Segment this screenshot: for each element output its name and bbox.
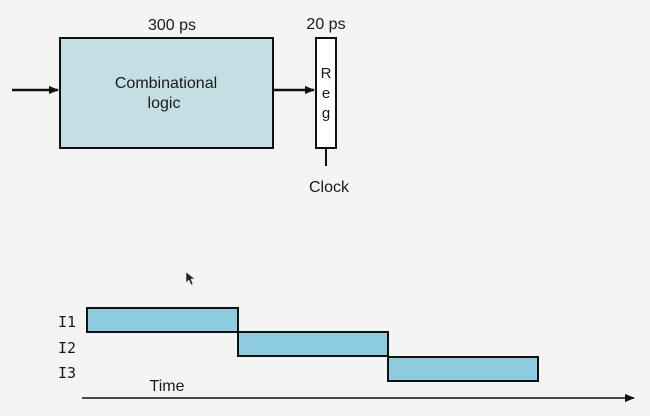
instruction-bar-i3	[387, 356, 539, 382]
logic-delay-label: 300 ps	[148, 17, 196, 34]
instruction-bar-i1	[86, 307, 239, 333]
instruction-label-i1: I1	[58, 313, 76, 331]
instruction-label-i3: I3	[58, 364, 76, 382]
reg-letter-e: e	[322, 85, 330, 102]
mouse-cursor-icon	[185, 271, 196, 286]
instruction-bar-i2	[237, 331, 389, 357]
reg-letter-g: g	[322, 105, 330, 122]
time-axis-label: Time	[150, 378, 185, 395]
reg-letter-r: R	[321, 65, 332, 82]
clock-label: Clock	[309, 179, 350, 196]
reg-delay-label: 20 ps	[306, 16, 345, 33]
instruction-label-i2: I2	[58, 339, 76, 357]
logic-label-line1: Combinational	[115, 75, 217, 92]
logic-label-line2: logic	[148, 95, 181, 112]
combinational-logic-block	[59, 37, 274, 149]
